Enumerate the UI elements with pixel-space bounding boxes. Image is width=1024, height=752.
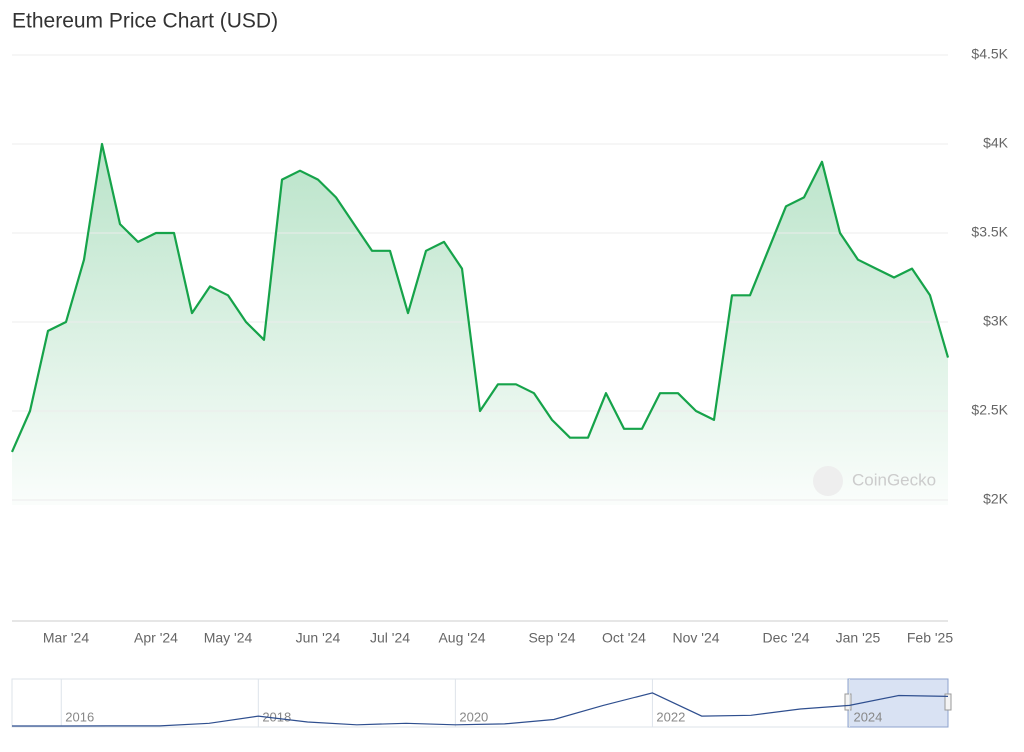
x-tick-label: Mar '24 — [43, 630, 89, 646]
x-tick-label: Aug '24 — [438, 630, 485, 646]
x-tick-label: Oct '24 — [602, 630, 646, 646]
chart-title: Ethereum Price Chart (USD) — [12, 10, 278, 33]
y-tick-label: $4K — [983, 135, 1009, 151]
watermark-logo — [813, 466, 843, 496]
navigator-label: 2022 — [656, 709, 685, 724]
navigator-selection[interactable] — [847, 678, 949, 728]
watermark: CoinGecko — [852, 470, 936, 489]
y-tick-label: $4.5K — [971, 46, 1008, 62]
navigator-line — [12, 692, 949, 727]
x-tick-label: Dec '24 — [762, 630, 809, 646]
x-tick-label: Jul '24 — [370, 630, 410, 646]
x-tick-label: Sep '24 — [528, 630, 575, 646]
navigator-label: 2020 — [459, 709, 488, 724]
x-tick-label: Jan '25 — [836, 630, 881, 646]
y-tick-label: $2.5K — [971, 402, 1008, 418]
x-tick-label: Jun '24 — [296, 630, 341, 646]
y-tick-label: $3.5K — [971, 224, 1008, 240]
navigator-handle[interactable] — [944, 693, 952, 711]
price-area — [12, 144, 948, 505]
navigator-handle[interactable] — [844, 693, 852, 711]
navigator-label: 2018 — [262, 709, 291, 724]
y-tick-label: $3K — [983, 313, 1009, 329]
x-tick-label: May '24 — [204, 630, 253, 646]
x-tick-label: Apr '24 — [134, 630, 178, 646]
x-tick-label: Nov '24 — [672, 630, 719, 646]
x-tick-label: Feb '25 — [907, 630, 953, 646]
y-tick-label: $2K — [983, 491, 1009, 507]
navigator-label: 2024 — [853, 709, 882, 724]
navigator-label: 2016 — [65, 709, 94, 724]
price-line — [10, 142, 950, 453]
